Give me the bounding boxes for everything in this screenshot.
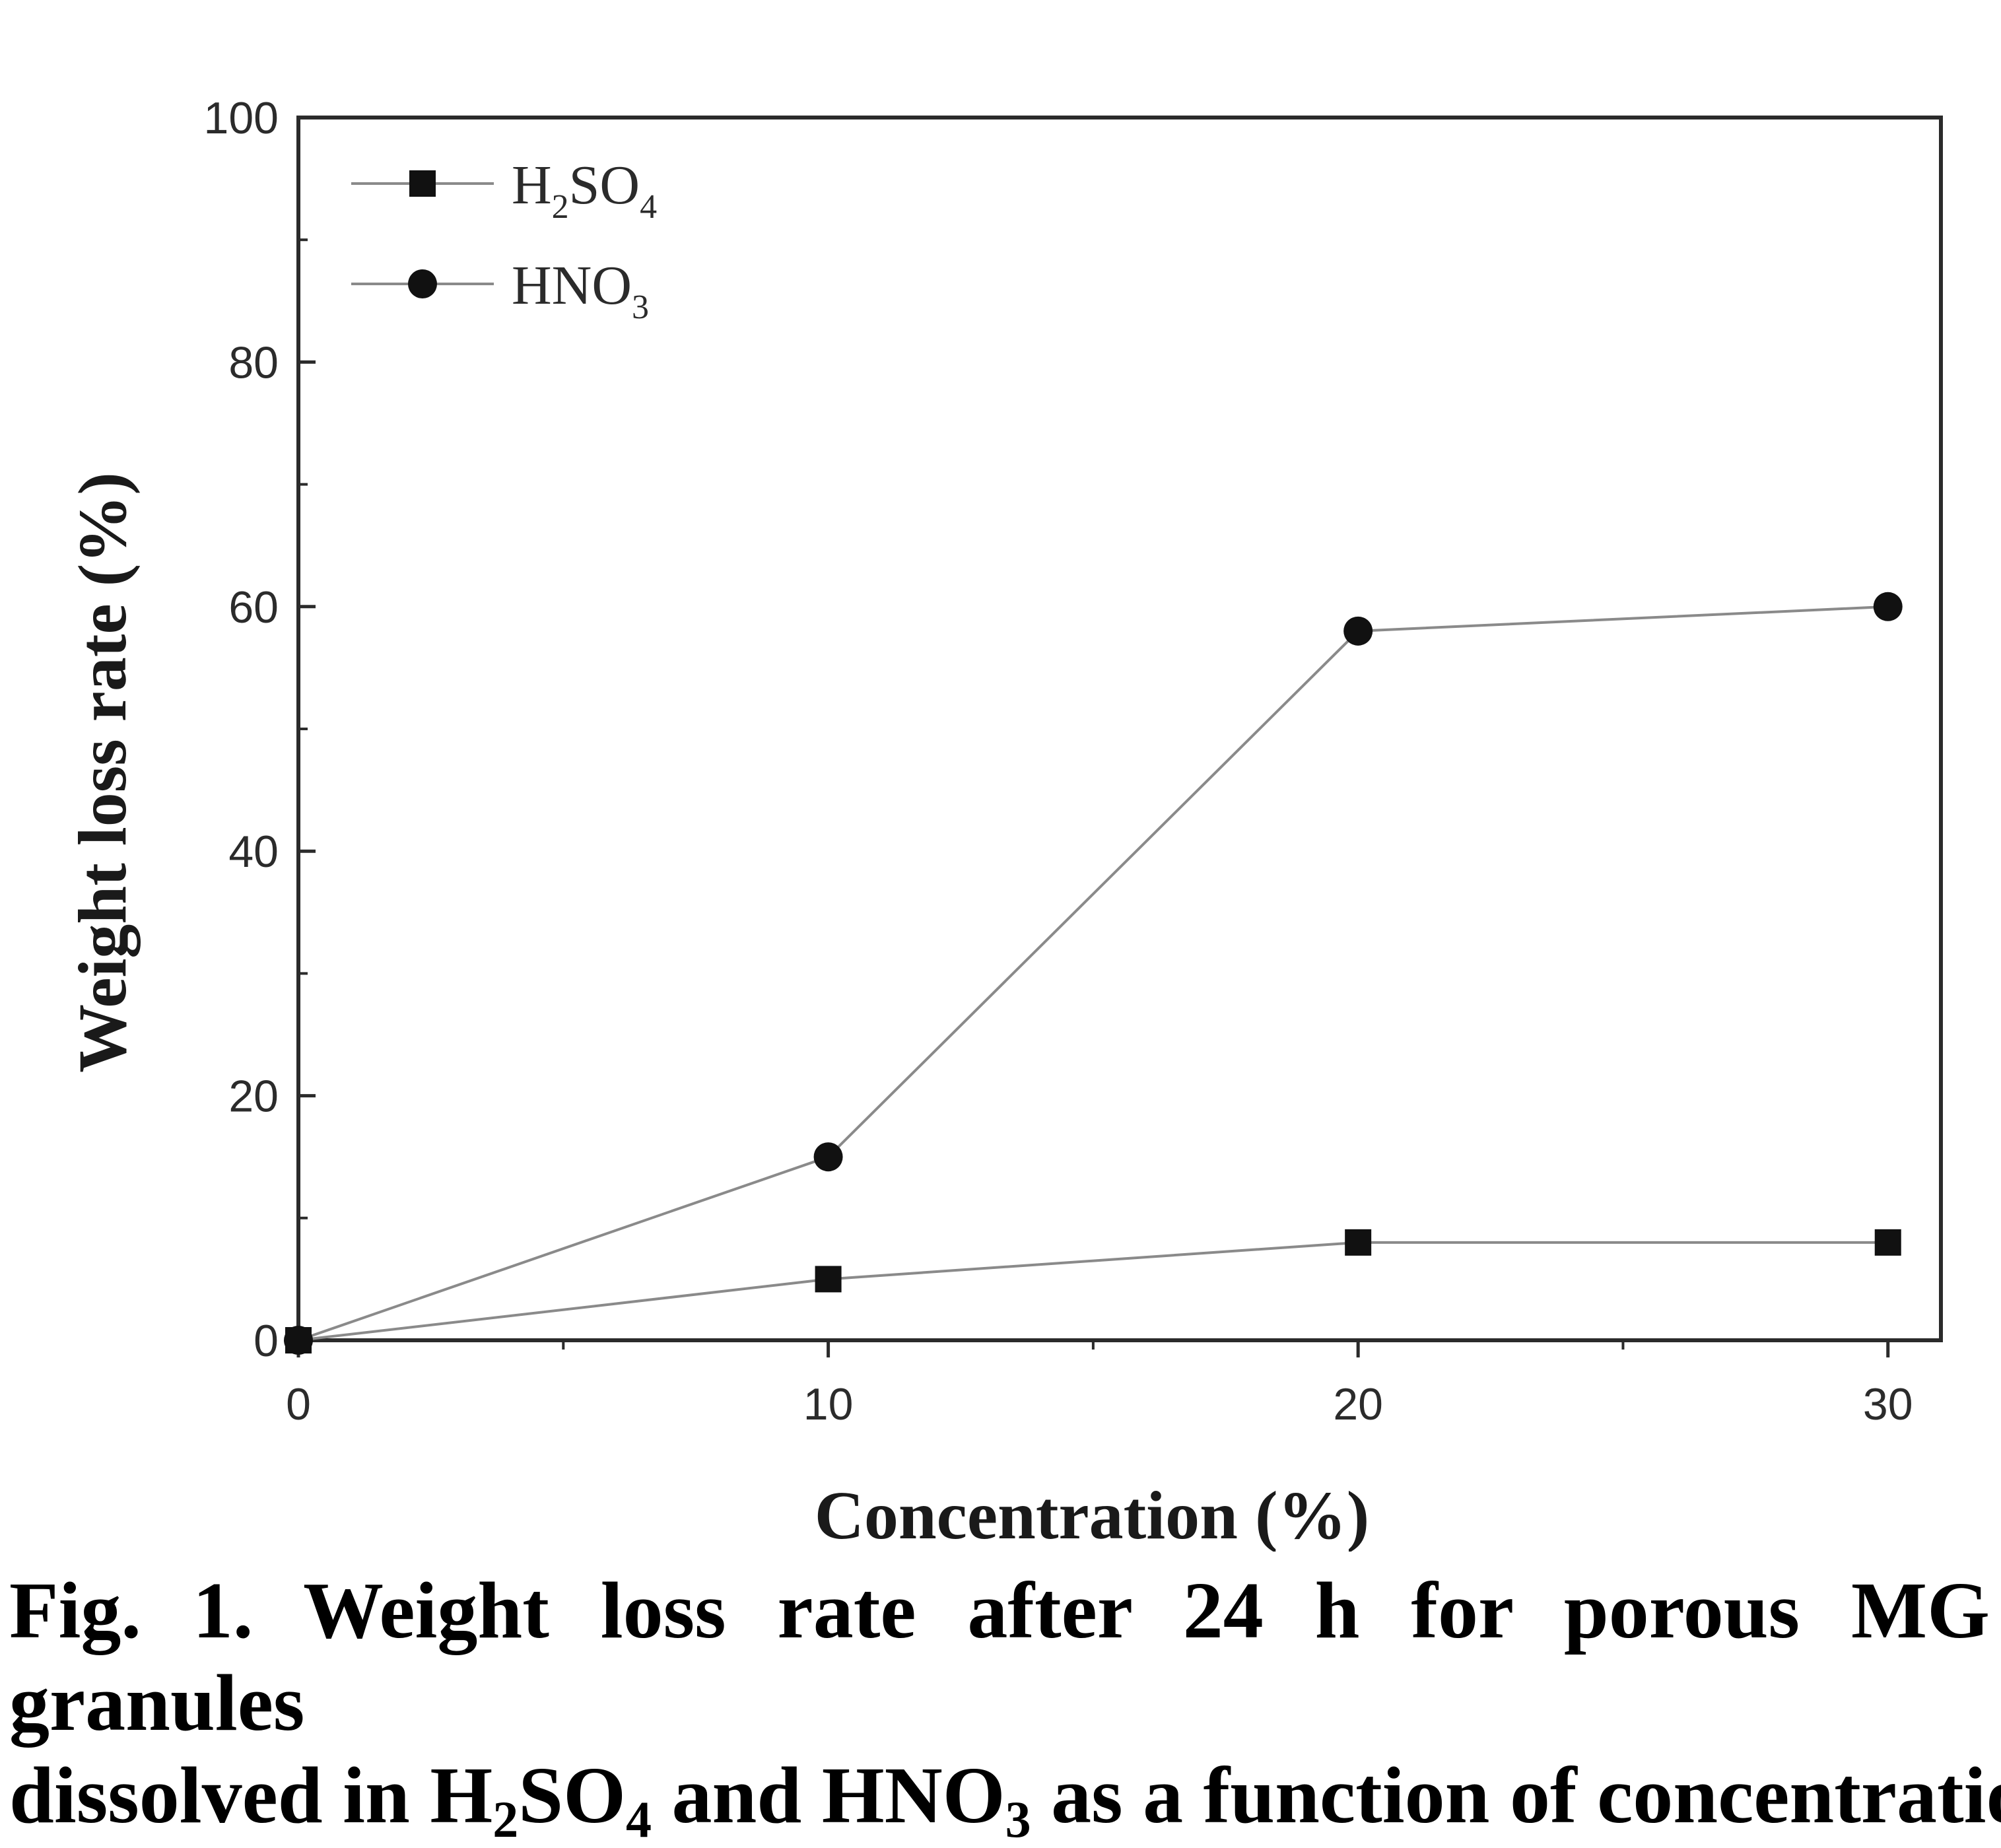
legend-marker-square xyxy=(409,170,436,197)
data-point-circle xyxy=(1873,592,1903,621)
axes: 0 20 40 60 80 100 0 10 20 30 xyxy=(204,93,1943,1429)
series-line-1 xyxy=(298,605,1888,1342)
legend-marker-circle xyxy=(408,269,437,298)
data-point-circle xyxy=(813,1142,843,1172)
caption-line-1: Fig. 1. Weight loss rate after 24 h for … xyxy=(9,1566,1990,1748)
figure-caption: Fig. 1. Weight loss rate after 24 h for … xyxy=(9,1565,2001,1845)
y-tick-label: 60 xyxy=(228,582,279,633)
legend-text-part: HNO xyxy=(512,255,632,316)
x-axis-title: Concentration (%) xyxy=(815,1478,1370,1552)
data-point-square xyxy=(815,1266,842,1293)
data-point-circle xyxy=(284,1326,313,1355)
caption-subscript: 3 xyxy=(1005,1791,1031,1848)
x-tick-label: 0 xyxy=(286,1379,311,1429)
data-point-circle xyxy=(1343,616,1373,646)
legend-subscript: 2 xyxy=(552,188,569,226)
caption-text: SO xyxy=(518,1751,626,1840)
data-point-square xyxy=(1874,1229,1901,1256)
y-tick-label: 0 xyxy=(254,1316,279,1366)
x-tick-label: 20 xyxy=(1333,1379,1383,1429)
y-tick-label: 100 xyxy=(204,93,279,143)
caption-line-2: dissolved in H2SO4 and HNO3 as a functio… xyxy=(9,1750,2001,1845)
y-tick-label: 40 xyxy=(228,827,279,877)
y-tick-label: 20 xyxy=(228,1072,279,1122)
legend-label-1: HNO3 xyxy=(512,255,649,326)
legend-text-part: SO xyxy=(569,154,640,216)
y-tick-label: 80 xyxy=(228,337,279,388)
data-point-square xyxy=(1345,1229,1372,1256)
x-tick-label: 10 xyxy=(803,1379,854,1429)
caption-text: dissolved in H xyxy=(9,1751,493,1840)
caption-subscript: 4 xyxy=(626,1791,652,1848)
y-axis-title: Weight loss rate (%) xyxy=(65,472,141,1073)
series-line-0 xyxy=(298,1241,1888,1342)
legend-label-0: H2SO4 xyxy=(512,154,657,226)
x-tick-label: 30 xyxy=(1863,1379,1913,1429)
legend-subscript: 3 xyxy=(632,289,649,326)
caption-text: as a function of concentration. xyxy=(1031,1751,2001,1840)
caption-text: and HNO xyxy=(652,1751,1005,1840)
series-layer xyxy=(284,592,1903,1355)
legend-subscript: 4 xyxy=(640,188,657,226)
caption-subscript: 2 xyxy=(492,1791,519,1848)
legend-text-part: H xyxy=(512,154,552,216)
